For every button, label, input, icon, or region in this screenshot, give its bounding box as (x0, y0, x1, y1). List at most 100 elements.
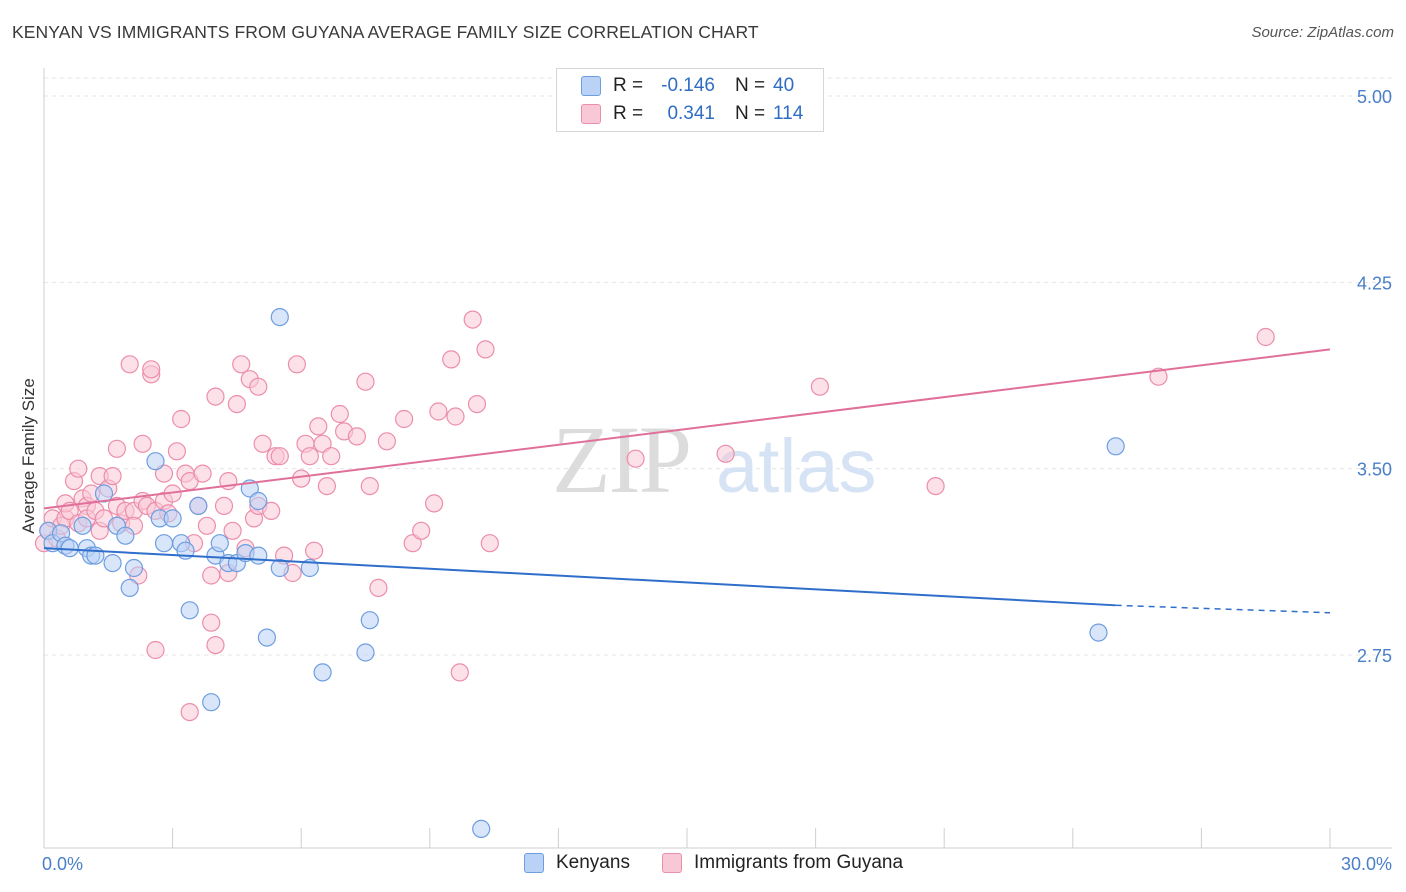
guyana-point (69, 459, 88, 478)
kenyan-point (356, 643, 375, 662)
kenyan-point (116, 526, 135, 545)
legend-row-guyana: R = 0.341 N = 114 (581, 101, 803, 127)
guyana-point (429, 402, 448, 421)
guyana-point (810, 377, 830, 396)
guyana-points (34, 310, 1275, 722)
guyana-point (317, 477, 336, 496)
guyana-point (467, 395, 487, 414)
kenyan-point (360, 611, 379, 630)
guyana-point (369, 578, 388, 598)
x-tick-label: 30.0% (1341, 854, 1392, 874)
guyana-point (425, 494, 444, 513)
stats-legend: R = -0.146 N = 40 R = 0.341 N = 114 (556, 68, 824, 132)
kenyan-point (1106, 437, 1125, 456)
guyana-point (202, 613, 221, 632)
guyana-point (232, 355, 251, 374)
y-axis-label: Average Family Size (19, 378, 38, 534)
guyana-point (180, 702, 199, 722)
kenyan-point (257, 628, 276, 647)
guyana-point (253, 434, 272, 453)
guyana-point (270, 447, 289, 466)
chart-title: KENYAN VS IMMIGRANTS FROM GUYANA AVERAGE… (12, 22, 759, 42)
kenyan-point (124, 558, 144, 578)
guyana-point (476, 340, 495, 359)
legend-swatch-guyana (581, 104, 601, 124)
kenyan-point (73, 516, 92, 535)
guyana-point (206, 635, 225, 655)
guyana-point (249, 377, 268, 396)
guyana-point (480, 534, 499, 553)
x-tick-label: 0.0% (42, 854, 83, 874)
trend-lines (43, 348, 1331, 614)
legend-r-label: R = (613, 75, 644, 96)
kenyan-point (180, 601, 199, 620)
legend-n-label: N = (735, 103, 766, 124)
kenyan-trend-extension (1115, 604, 1331, 614)
guyana-point (463, 310, 482, 329)
guyana-point (1256, 327, 1275, 347)
kenyan-point (154, 534, 174, 553)
guyana-point (309, 417, 328, 436)
guyana-point (103, 467, 122, 486)
legend-label-guyana: Immigrants from Guyana (694, 852, 904, 873)
guyana-point (395, 409, 414, 429)
legend-row-kenyans: R = -0.146 N = 40 (581, 73, 794, 99)
axes (43, 68, 1392, 849)
legend-r-value: 0.341 (667, 103, 715, 124)
kenyan-point (163, 509, 182, 528)
legend-swatch-kenyans (581, 76, 601, 96)
guyana-point (167, 442, 186, 461)
kenyan-point (313, 663, 332, 682)
legend-n-value: 40 (773, 75, 795, 96)
y-tick-label: 3.50 (1357, 460, 1392, 480)
kenyan-points (39, 308, 1125, 839)
y-tick-label: 5.00 (1357, 87, 1392, 107)
legend-n-label: N = (735, 75, 766, 96)
guyana-point (214, 496, 234, 515)
kenyan-point (202, 693, 221, 712)
kenyan-point (300, 558, 319, 578)
guyana-point (146, 640, 165, 660)
guyana-point (133, 434, 152, 453)
guyana-point (107, 439, 127, 458)
guyana-point (356, 372, 375, 391)
guyana-point (322, 447, 341, 466)
guyana-point (313, 434, 332, 453)
guyana-point (403, 534, 422, 553)
guyana-point (206, 387, 225, 406)
legend-item-guyana: Immigrants from Guyana (662, 852, 903, 874)
kenyan-point (270, 308, 289, 327)
watermark-zip: ZIP (552, 406, 690, 513)
legend-r-label: R = (613, 103, 644, 124)
source-label: Source: ZipAtlas.com (1251, 24, 1394, 41)
watermark: ZIP atlas (552, 406, 877, 513)
guyana-point (330, 404, 349, 424)
guyana-point (446, 407, 465, 426)
kenyan-point (472, 819, 491, 839)
guyana-point (300, 447, 319, 466)
kenyan-point (210, 534, 229, 553)
guyana-point (347, 427, 366, 446)
guyana-point (626, 449, 645, 468)
guyana-point (1149, 367, 1168, 386)
kenyan-point (120, 578, 139, 598)
guyana-point (262, 501, 281, 520)
guyana-point (926, 477, 945, 496)
y-tick-label: 4.25 (1357, 273, 1392, 293)
kenyan-point (189, 496, 208, 515)
y-tick-label: 2.75 (1357, 646, 1392, 666)
guyana-point (716, 444, 735, 463)
guyana-point (202, 566, 221, 585)
kenyan-point (1089, 623, 1108, 642)
legend-swatch-kenyans (524, 853, 544, 873)
legend-swatch-guyana (662, 853, 682, 873)
kenyan-trend-line (43, 547, 1116, 607)
guyana-point (193, 464, 212, 483)
kenyan-point (249, 546, 268, 565)
legend-label-kenyans: Kenyans (556, 852, 630, 873)
legend-item-kenyans: Kenyans (524, 852, 630, 874)
legend-r-value: -0.146 (661, 75, 715, 96)
watermark-atlas: atlas (716, 424, 877, 509)
kenyan-point (270, 558, 289, 578)
